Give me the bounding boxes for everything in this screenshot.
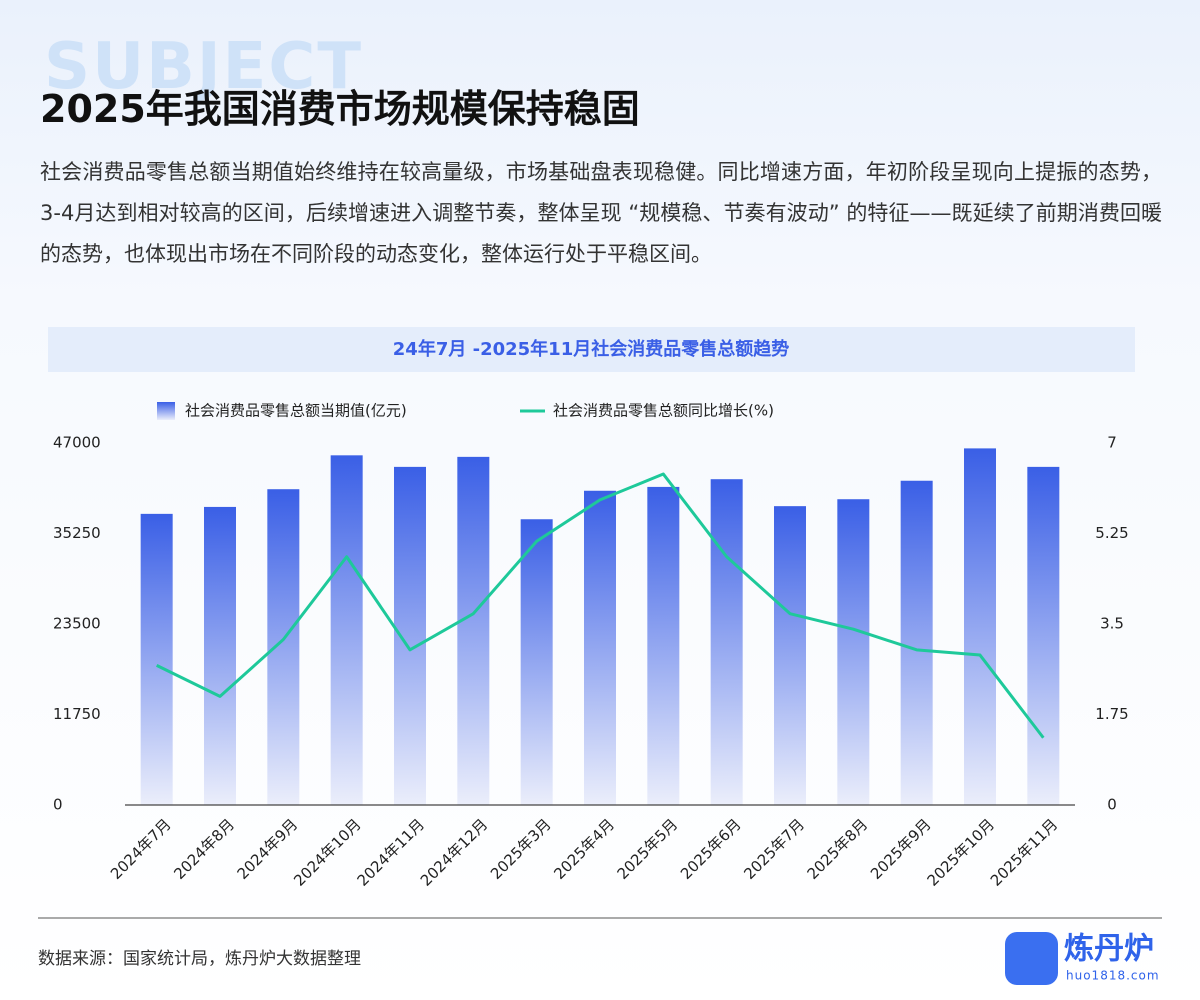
bar [204, 506, 236, 805]
page-title: 2025年我国消费市场规模保持稳固 [40, 87, 640, 131]
y2-tick-label: 7 [1107, 434, 1117, 452]
bar [520, 519, 553, 805]
chart-title-band [48, 327, 1135, 372]
logo-icon [1005, 932, 1058, 985]
y2-tick-label: 5.25 [1095, 524, 1128, 542]
legend-swatch [157, 402, 175, 420]
chart-title: 24年7月 -2025年11月社会消费品零售总额趋势 [393, 338, 789, 360]
x-tick-label: 2025年7月 [740, 815, 808, 883]
bar [1027, 466, 1060, 805]
paragraph: 社会消费品零售总额当期值始终维持在较高量级，市场基础盘表现稳健。同比增速方面，年… [40, 160, 1162, 266]
x-tick-label: 2025年10月 [924, 815, 998, 889]
x-tick-label: 2024年8月 [170, 815, 238, 883]
x-tick-label: 2024年7月 [107, 815, 175, 883]
bar [330, 455, 363, 805]
x-tick-label: 2025年5月 [614, 815, 682, 883]
legend-label: 社会消费品零售总额同比增长(%) [553, 402, 774, 420]
x-tick-label: 2025年11月 [987, 815, 1061, 889]
line [156, 472, 1045, 739]
y-tick-label: 11750 [53, 705, 101, 723]
x-tick-label: 2024年9月 [234, 815, 302, 883]
x-tick-label: 2024年11月 [354, 815, 428, 889]
y-tick-label: 35250 [53, 524, 101, 542]
y2-tick-label: 1.75 [1095, 705, 1128, 723]
source-note: 数据来源：国家统计局，炼丹炉大数据整理 [38, 949, 361, 969]
bar [647, 486, 680, 805]
x-tick-label: 2024年12月 [417, 815, 491, 889]
x-tick-label: 2025年3月 [487, 815, 555, 883]
bar [584, 490, 616, 805]
y-tick-label: 23500 [53, 615, 101, 633]
x-tick-label: 2025年8月 [804, 815, 872, 883]
bar [964, 448, 996, 805]
bar [140, 513, 173, 805]
y-tick-label: 47000 [53, 434, 101, 452]
bar [710, 479, 743, 805]
y2-tick-label: 3.5 [1100, 615, 1124, 633]
bar [837, 499, 870, 805]
x-tick-label: 2025年4月 [550, 815, 618, 883]
logo-name: 炼丹炉 [1064, 932, 1154, 967]
bar [774, 506, 806, 805]
logo-url: huo1818.com [1066, 969, 1160, 983]
y-tick-label: 0 [53, 796, 63, 814]
x-tick-label: 2025年9月 [867, 815, 935, 883]
bar [900, 480, 933, 805]
x-tick-label: 2025年6月 [677, 815, 745, 883]
bar [457, 456, 490, 805]
bar [267, 489, 300, 805]
watermark: SUBJECT [44, 30, 363, 104]
legend-label: 社会消费品零售总额当期值(亿元) [185, 402, 407, 420]
y2-tick-label: 0 [1107, 796, 1117, 814]
x-tick-label: 2024年10月 [290, 815, 364, 889]
